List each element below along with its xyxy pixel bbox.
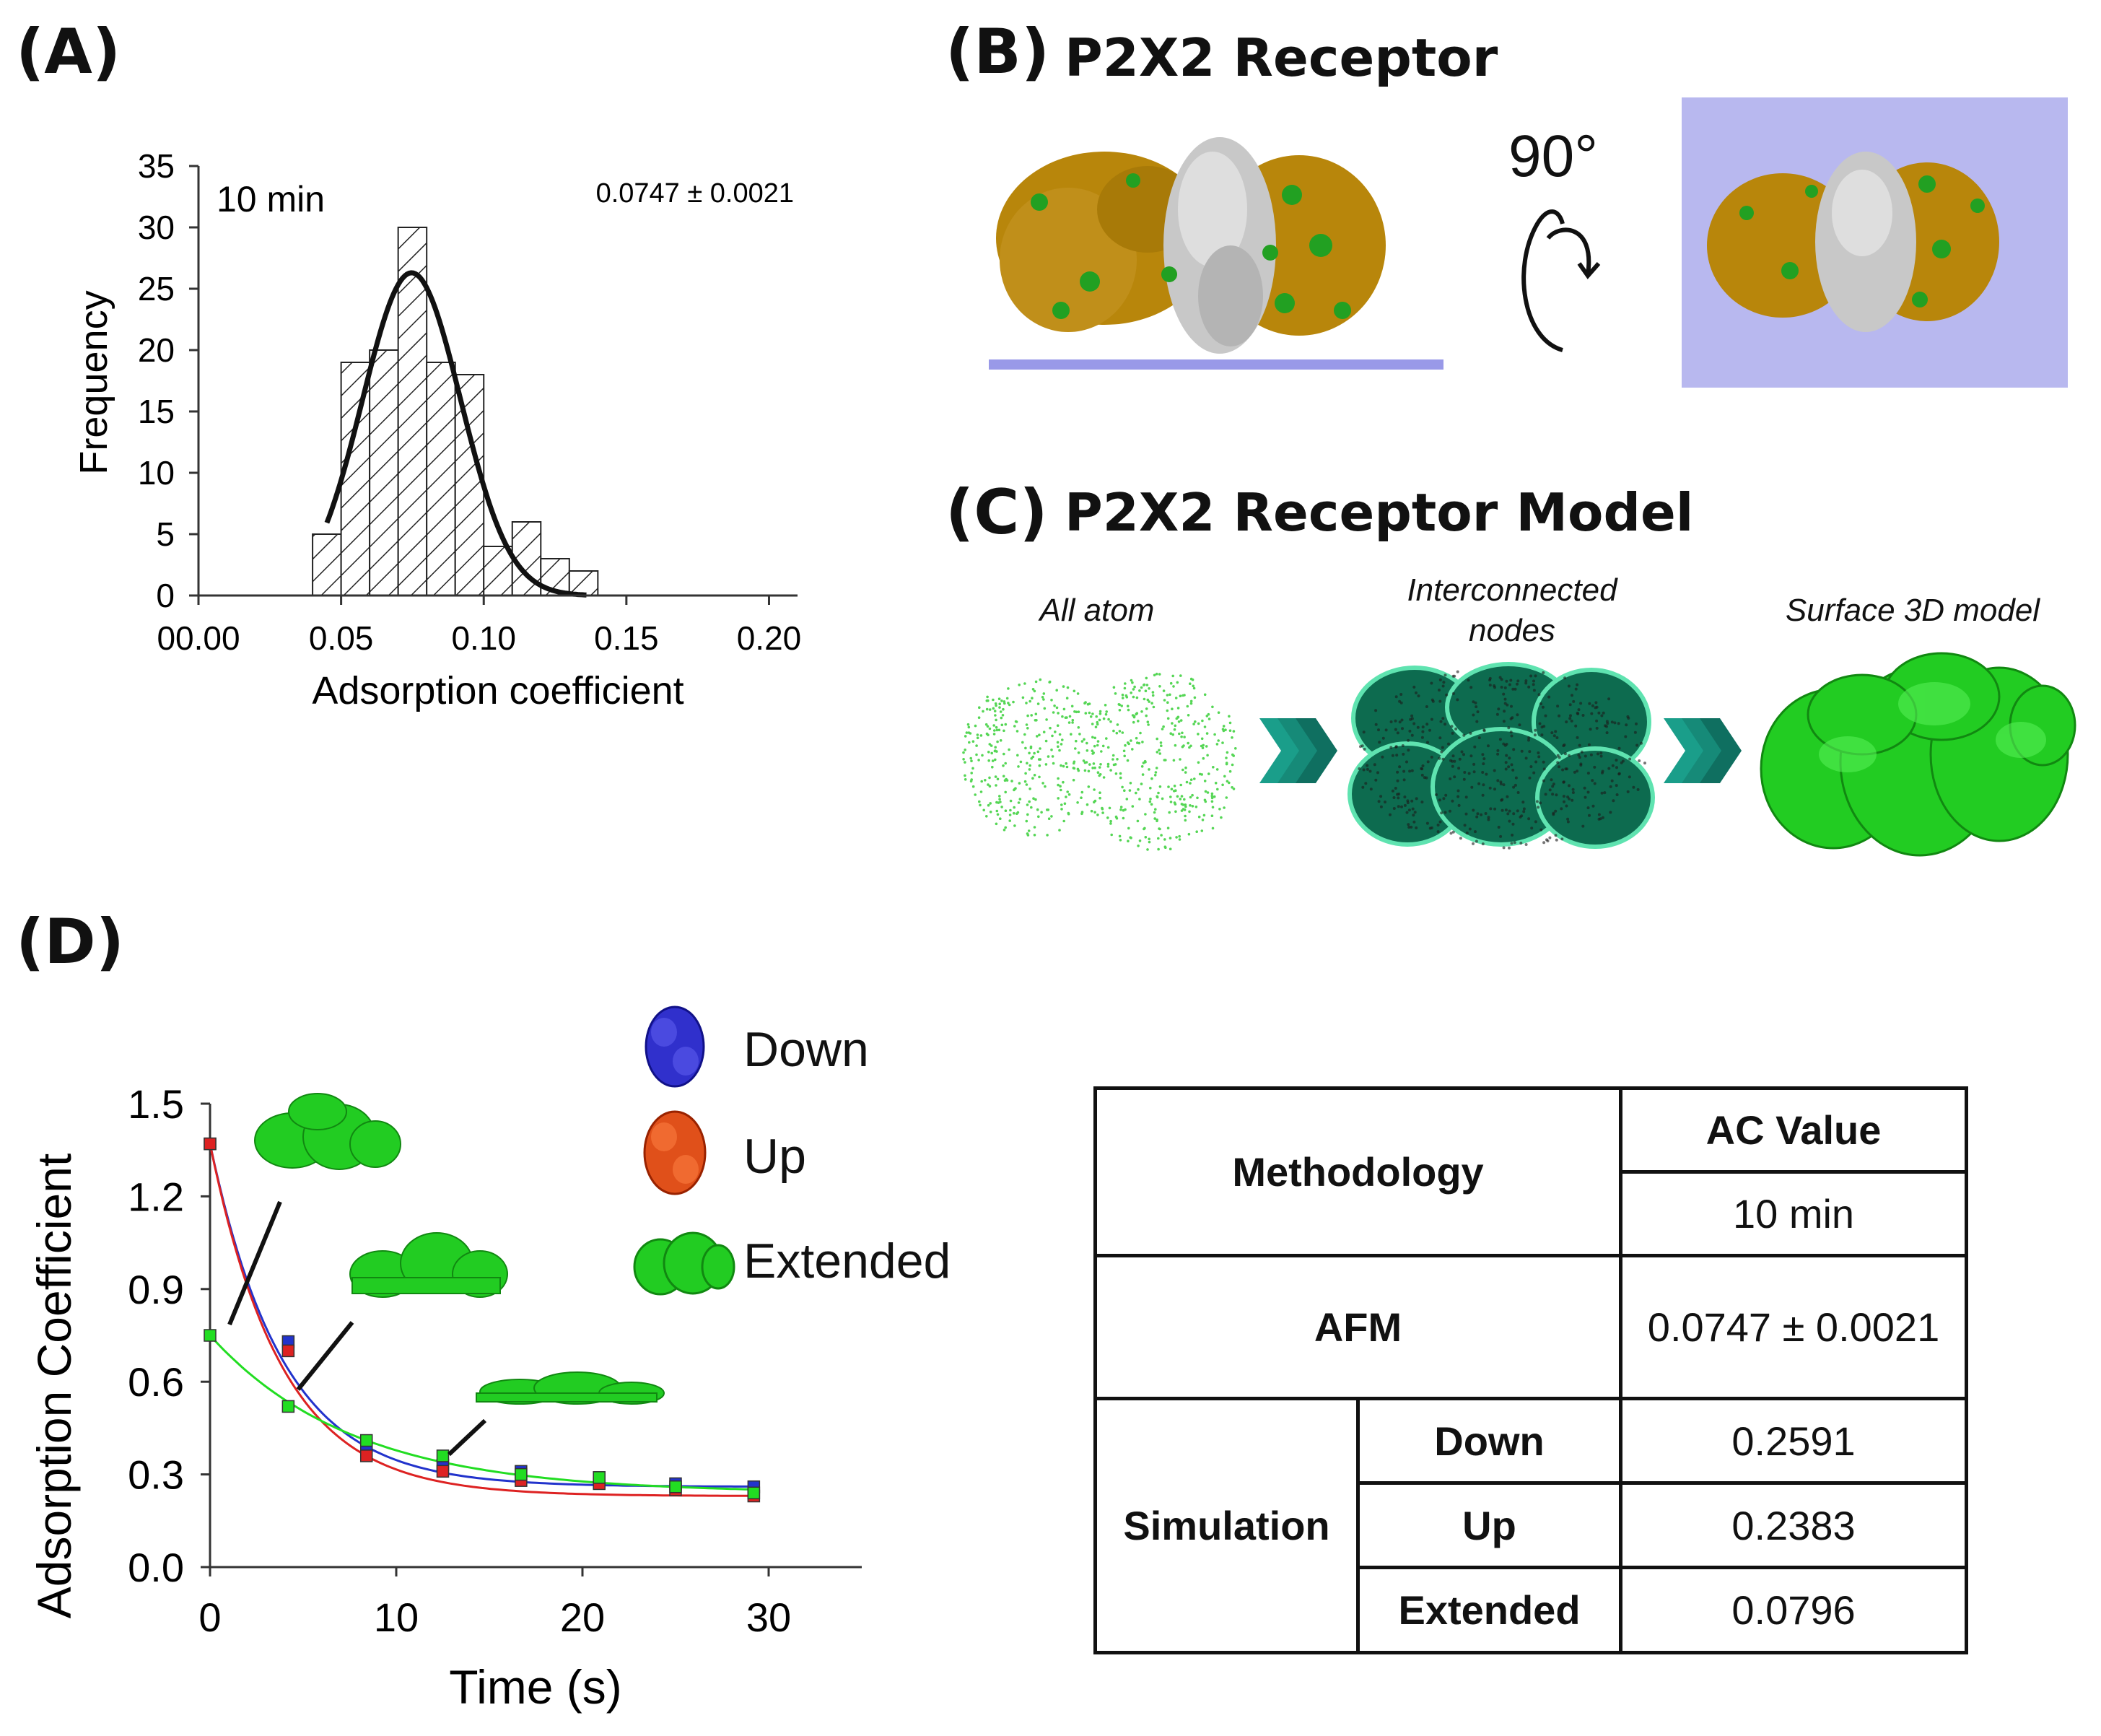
inset-conformation-upright: [254, 1093, 401, 1170]
y-tick-label: 0.0: [128, 1545, 184, 1590]
data-point-up: [436, 1465, 450, 1478]
simulation-label: Simulation: [1093, 1397, 1360, 1654]
all-atom-model: [962, 672, 1237, 851]
legend-label-down: Down: [743, 1022, 869, 1077]
pointer-line: [447, 1418, 487, 1457]
x-axis-label: Adsorption coefficient: [312, 669, 683, 712]
data-point-up: [359, 1449, 373, 1462]
ac-value-table: Methodology AC Value 10 min AFM 0.0747 ±…: [1093, 1086, 1969, 1654]
data-point-extended: [593, 1471, 606, 1484]
panel-b-title: P2X2 Receptor: [1065, 27, 1498, 88]
x-axis-label: Time (s): [449, 1660, 622, 1714]
afm-label: AFM: [1093, 1254, 1623, 1400]
histogram-bar: [426, 362, 456, 596]
y-tick-label: 0.3: [128, 1452, 184, 1498]
inset-conformation-spread: [476, 1371, 665, 1405]
legend-up-icon: [643, 1110, 707, 1195]
x-tick-label: 0.10: [451, 619, 516, 657]
x-tick-label: 0.05: [309, 619, 374, 657]
histogram-bar: [397, 227, 428, 596]
panel-label-c: (C): [945, 476, 1048, 549]
chevron-arrow-icon: [1664, 718, 1742, 783]
y-tick-label: 1.5: [128, 1081, 184, 1127]
legend-extended-icon: [633, 1231, 735, 1296]
x-tick-label: 00.00: [157, 619, 240, 657]
gaussian-fit-curve: [324, 270, 587, 598]
receptor-top-view: [1682, 97, 2068, 388]
pointer-line: [227, 1200, 282, 1326]
surface-3d-model: [1760, 652, 2076, 857]
y-tick-label: 0.9: [128, 1267, 184, 1312]
data-point-extended: [669, 1480, 682, 1493]
data-point-up: [204, 1137, 217, 1151]
histogram-bar: [568, 570, 599, 596]
panel-c-title: P2X2 Receptor Model: [1065, 482, 1694, 543]
row-label-down: Down: [1355, 1397, 1623, 1485]
y-axis-label: Adsorption Coefficient: [27, 1153, 81, 1619]
data-point-extended: [359, 1434, 373, 1447]
header-time: 10 min: [1619, 1170, 1969, 1257]
x-tick-label: 0.15: [594, 619, 659, 657]
y-tick-label: 0.6: [128, 1359, 184, 1405]
row-label-up: Up: [1355, 1481, 1623, 1569]
afm-value: 0.0747 ± 0.0021: [1619, 1254, 1969, 1400]
caption-interconnected-nodes: Interconnected nodes: [1407, 572, 1617, 648]
legend-label-extended: Extended: [743, 1234, 951, 1288]
receptor-side-view: [989, 137, 1443, 370]
x-tick-label: 10: [374, 1595, 419, 1640]
caption-all-atom: All atom: [1039, 593, 1155, 628]
x-tick-label: 20: [560, 1595, 605, 1640]
x-tick-label: 0: [198, 1595, 221, 1640]
pointer-line: [296, 1321, 354, 1391]
histogram-bar: [454, 374, 485, 596]
panel-label-b: (B): [945, 16, 1050, 88]
panel-label-a: (A): [16, 16, 121, 88]
header-methodology: Methodology: [1093, 1086, 1623, 1257]
histogram-chart: 0 5 10 15 20 25 30 35 00.00 0.05 0.10 0.15 0.20 10 …: [72, 147, 802, 712]
inset-conformation-flattened: [349, 1232, 508, 1298]
rotate-arrow-icon: [1521, 209, 1601, 352]
y-tick-label: 25: [138, 270, 175, 307]
histogram-bar: [369, 349, 399, 596]
y-tick-label: 5: [156, 515, 175, 553]
legend-label-up: Up: [743, 1129, 806, 1184]
chevron-arrow-icon: [1259, 718, 1337, 783]
data-point-extended: [281, 1400, 295, 1413]
series-line-extended: [209, 1334, 754, 1491]
row-label-extended: Extended: [1355, 1566, 1623, 1654]
y-tick-label: 1.2: [128, 1174, 184, 1219]
panel-label-d: (D): [16, 906, 124, 978]
row-value-up: 0.2383: [1619, 1481, 1969, 1569]
interconnected-nodes-model: [1347, 662, 1655, 850]
x-tick-label: 30: [746, 1595, 791, 1640]
rotation-label: 90°: [1508, 123, 1599, 189]
data-point-extended: [436, 1449, 450, 1462]
row-value-down: 0.2591: [1619, 1397, 1969, 1485]
header-ac-value: AC Value: [1619, 1086, 1969, 1174]
y-tick-label: 35: [138, 147, 175, 185]
y-tick-label: 15: [138, 393, 175, 430]
histogram-bar: [312, 533, 342, 596]
data-point-up: [281, 1344, 295, 1358]
y-tick-label: 30: [138, 209, 175, 246]
y-axis-label: Frequency: [72, 290, 115, 474]
data-point-extended: [747, 1486, 761, 1500]
chart-title-10min: 10 min: [217, 179, 325, 219]
x-tick-label: 0.20: [737, 619, 802, 657]
data-point-extended: [515, 1467, 528, 1481]
data-point-extended: [204, 1329, 217, 1342]
ac-annotation: 0.0747 ± 0.0021: [596, 178, 794, 209]
y-tick-label: 10: [138, 454, 175, 492]
row-value-extended: 0.0796: [1619, 1566, 1969, 1654]
y-tick-label: 20: [138, 331, 175, 369]
series-line-up: [209, 1143, 754, 1497]
legend-down-icon: [645, 1006, 705, 1088]
caption-surface-3d-model: Surface 3D model: [1785, 593, 2040, 628]
adsorption-time-chart: 0.0 0.3 0.6 0.9 1.2 1.5 0 10 20 30 Time (s) Adso…: [27, 1081, 862, 1714]
y-tick-label: 0: [156, 577, 175, 614]
